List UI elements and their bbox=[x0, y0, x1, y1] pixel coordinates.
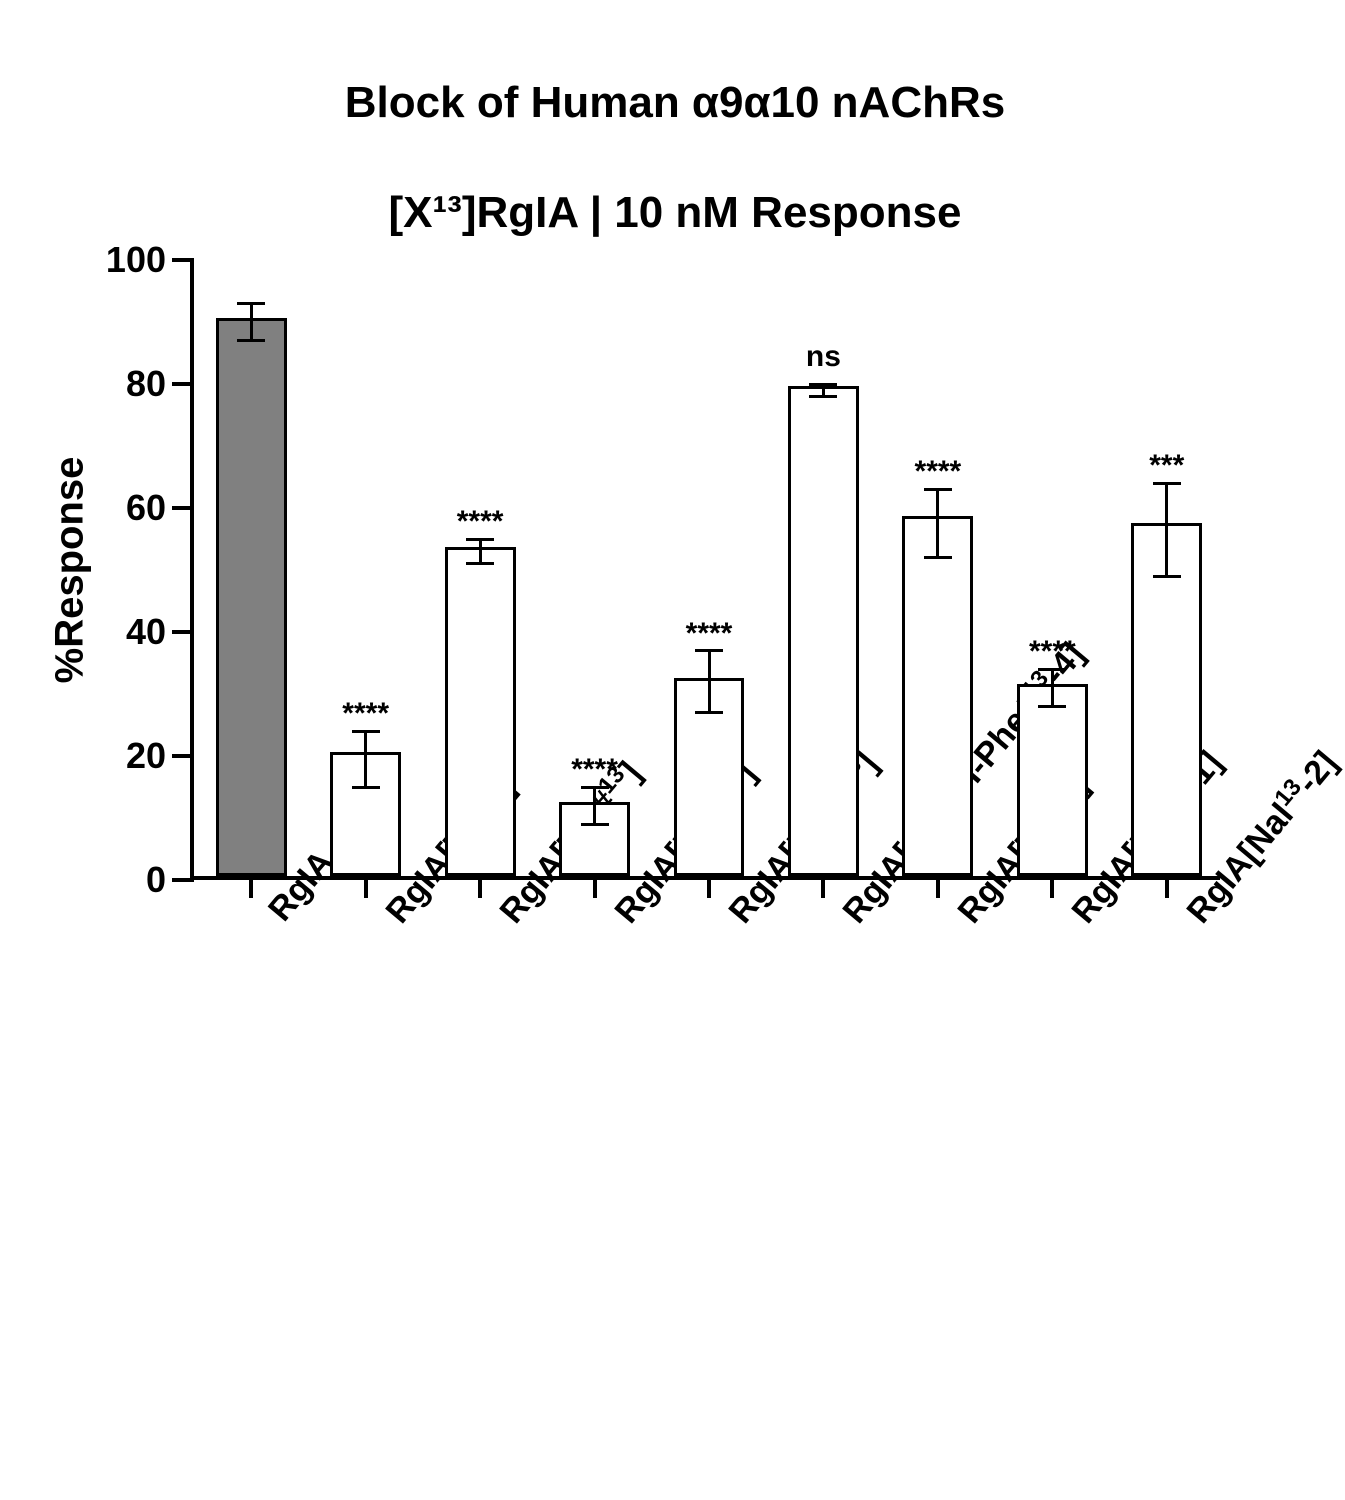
axes: 020406080100RgIA[Tyr13]RgIA****[Tyr#13]R… bbox=[190, 260, 1220, 880]
significance-label: **** bbox=[571, 753, 618, 787]
plot-area: %Response 020406080100RgIA[Tyr13]RgIA***… bbox=[190, 260, 1300, 880]
error-bar bbox=[1051, 669, 1054, 706]
bar bbox=[788, 386, 859, 876]
error-bar bbox=[364, 731, 367, 787]
y-tick bbox=[172, 506, 194, 510]
chart-title-line2: [X¹³]RgIA | 10 nM Response bbox=[389, 188, 962, 237]
y-tick bbox=[172, 754, 194, 758]
x-tick bbox=[249, 876, 253, 898]
x-tick bbox=[478, 876, 482, 898]
significance-label: **** bbox=[915, 455, 962, 489]
bar bbox=[445, 547, 516, 876]
bar-chart: Block of Human α9α10 nAChRs [X¹³]RgIA | … bbox=[50, 20, 1300, 880]
significance-label: **** bbox=[686, 617, 733, 651]
error-bar bbox=[479, 539, 482, 564]
significance-label: **** bbox=[342, 697, 389, 731]
chart-title-line1: Block of Human α9α10 nAChRs bbox=[345, 78, 1005, 127]
y-tick-label: 20 bbox=[126, 735, 166, 777]
y-tick-label: 40 bbox=[126, 611, 166, 653]
y-axis-label: %Response bbox=[48, 457, 93, 684]
x-tick bbox=[707, 876, 711, 898]
error-cap bbox=[809, 383, 837, 386]
bar bbox=[216, 318, 287, 876]
y-tick-label: 100 bbox=[106, 239, 166, 281]
x-tick bbox=[593, 876, 597, 898]
y-tick-label: 60 bbox=[126, 487, 166, 529]
y-tick-label: 0 bbox=[146, 859, 166, 901]
bar bbox=[1017, 684, 1088, 876]
bar bbox=[902, 516, 973, 876]
significance-label: ns bbox=[806, 340, 841, 374]
error-cap bbox=[581, 823, 609, 826]
significance-label: **** bbox=[1029, 635, 1076, 669]
x-tick bbox=[1165, 876, 1169, 898]
x-tick bbox=[936, 876, 940, 898]
chart-title: Block of Human α9α10 nAChRs [X¹³]RgIA | … bbox=[50, 20, 1300, 240]
y-tick bbox=[172, 258, 194, 262]
error-bar bbox=[708, 651, 711, 713]
x-tick bbox=[1050, 876, 1054, 898]
y-tick bbox=[172, 878, 194, 882]
error-bar bbox=[250, 303, 253, 340]
error-cap bbox=[1038, 705, 1066, 708]
error-cap bbox=[809, 395, 837, 398]
significance-label: *** bbox=[1149, 449, 1184, 483]
error-cap bbox=[1153, 575, 1181, 578]
y-tick-label: 80 bbox=[126, 363, 166, 405]
error-cap bbox=[237, 302, 265, 305]
y-tick bbox=[172, 630, 194, 634]
x-tick bbox=[364, 876, 368, 898]
significance-label: **** bbox=[457, 505, 504, 539]
error-cap bbox=[924, 556, 952, 559]
error-cap bbox=[695, 711, 723, 714]
error-cap bbox=[352, 786, 380, 789]
x-tick bbox=[821, 876, 825, 898]
error-bar bbox=[936, 489, 939, 557]
error-bar bbox=[1165, 483, 1168, 576]
error-cap bbox=[466, 562, 494, 565]
y-tick bbox=[172, 382, 194, 386]
error-cap bbox=[237, 339, 265, 342]
error-bar bbox=[593, 787, 596, 824]
